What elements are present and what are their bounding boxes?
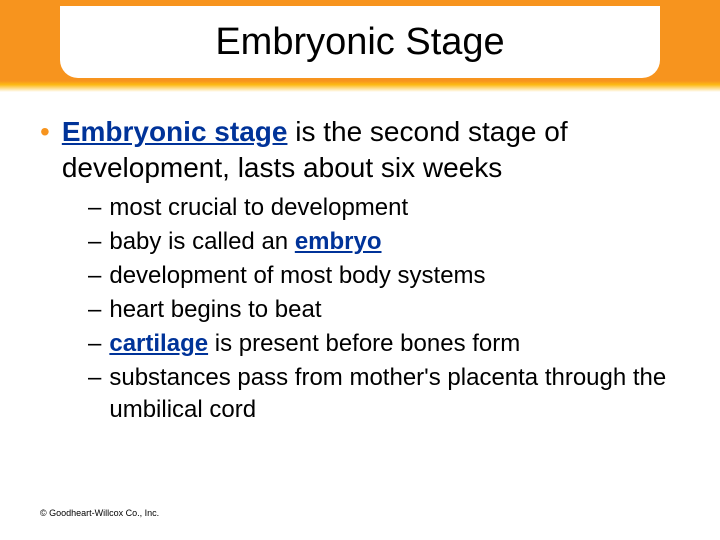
sub-item: – substances pass from mother's placenta… (88, 362, 680, 426)
sub-item: – development of most body systems (88, 260, 680, 292)
dash-icon: – (88, 192, 101, 224)
dash-icon: – (88, 294, 101, 326)
dash-icon: – (88, 328, 101, 360)
sub-pre: most crucial to development (109, 194, 408, 221)
slide-title: Embryonic Stage (215, 21, 504, 64)
header-bar: Embryonic Stage (0, 0, 720, 92)
term-embryonic-stage: Embryonic stage (62, 116, 288, 147)
sub-pre: substances pass from mother's placenta t… (109, 364, 666, 423)
sub-item: – most crucial to development (88, 192, 680, 224)
sub-item: – cartilage is present before bones form (88, 328, 680, 360)
sub-text: most crucial to development (109, 192, 408, 224)
sub-item: – baby is called an embryo (88, 226, 680, 258)
sub-list: – most crucial to development – baby is … (88, 192, 680, 426)
dash-icon: – (88, 260, 101, 292)
sub-pre: heart begins to beat (109, 296, 321, 323)
sub-text: baby is called an embryo (109, 226, 381, 258)
sub-term: cartilage (109, 330, 208, 357)
sub-pre: baby is called an (109, 228, 294, 255)
sub-text: substances pass from mother's placenta t… (109, 362, 680, 426)
copyright-text: © Goodheart-Willcox Co., Inc. (40, 508, 159, 518)
dash-icon: – (88, 362, 101, 394)
main-bullet: • Embryonic stage is the second stage of… (40, 114, 680, 186)
sub-text: development of most body systems (109, 260, 485, 292)
sub-text: heart begins to beat (109, 294, 321, 326)
title-container: Embryonic Stage (60, 6, 660, 78)
sub-pre: development of most body systems (109, 262, 485, 289)
bullet-dot-icon: • (40, 114, 50, 150)
sub-post: is present before bones form (208, 330, 520, 357)
content-area: • Embryonic stage is the second stage of… (0, 92, 720, 426)
main-bullet-text: Embryonic stage is the second stage of d… (62, 114, 680, 186)
sub-term: embryo (295, 228, 382, 255)
sub-item: – heart begins to beat (88, 294, 680, 326)
dash-icon: – (88, 226, 101, 258)
sub-text: cartilage is present before bones form (109, 328, 520, 360)
